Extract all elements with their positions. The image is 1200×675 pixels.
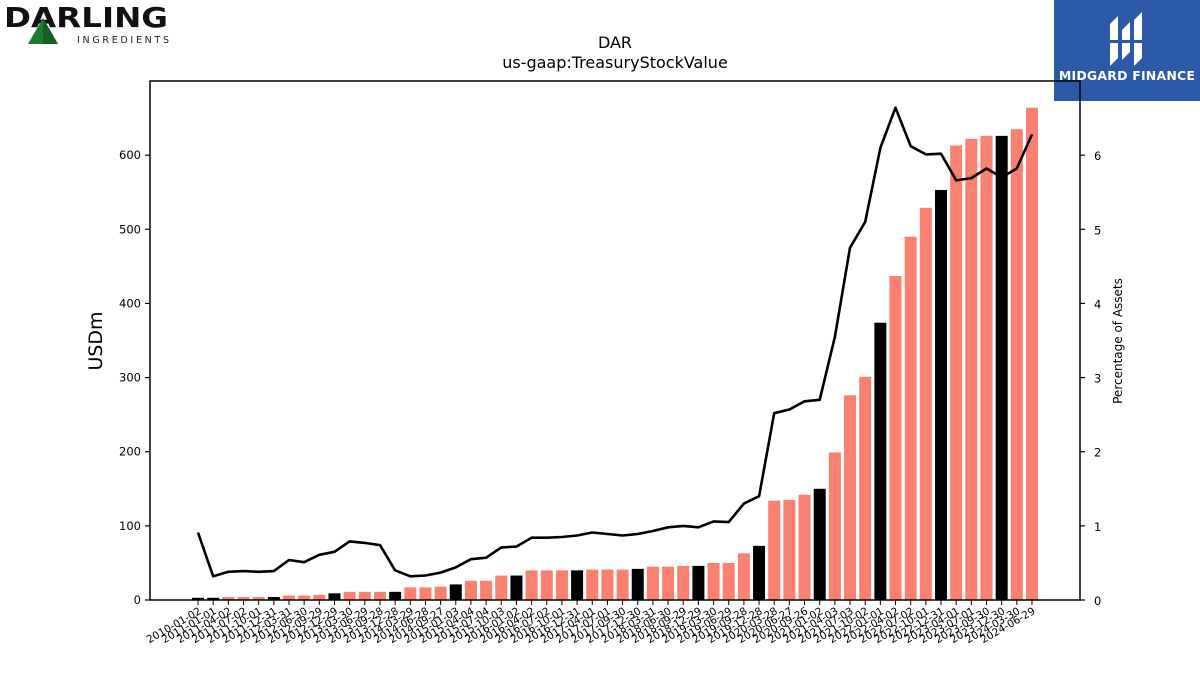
bar bbox=[828, 452, 841, 600]
bar bbox=[222, 597, 235, 600]
bar bbox=[707, 562, 720, 600]
y2-tick-label: 4 bbox=[1094, 297, 1101, 311]
bar bbox=[662, 566, 675, 600]
bar bbox=[692, 565, 705, 600]
bar bbox=[980, 135, 993, 600]
y-tick-label: 100 bbox=[119, 519, 141, 533]
bar bbox=[874, 322, 887, 600]
y-axis-label: USDm bbox=[85, 311, 107, 370]
bar bbox=[677, 565, 690, 600]
bar bbox=[328, 593, 341, 600]
bar bbox=[464, 580, 477, 600]
y2-tick-label: 0 bbox=[1094, 594, 1101, 608]
y2-tick-label: 5 bbox=[1094, 223, 1101, 237]
chart-title: DAR bbox=[598, 33, 632, 52]
y-tick-label: 600 bbox=[119, 148, 141, 162]
bar bbox=[783, 499, 796, 600]
bar bbox=[768, 500, 781, 600]
bar bbox=[495, 575, 508, 600]
midgard-finance-badge: MIDGARD FINANCE bbox=[1054, 0, 1200, 101]
y2-tick-label: 2 bbox=[1094, 446, 1101, 460]
midgard-logo-icon bbox=[1110, 12, 1142, 66]
bar bbox=[919, 207, 932, 600]
bar bbox=[298, 595, 311, 600]
bar bbox=[904, 236, 917, 600]
bar bbox=[358, 591, 371, 600]
bar bbox=[646, 566, 659, 600]
bar bbox=[737, 553, 750, 600]
bar bbox=[859, 376, 872, 600]
bar bbox=[373, 591, 386, 600]
y-tick-label: 300 bbox=[119, 371, 141, 385]
percentage-of-assets-line bbox=[196, 106, 1034, 578]
y-tick-label: 400 bbox=[119, 296, 141, 310]
y2-axis-label: Percentage of Assets bbox=[1111, 278, 1125, 404]
bar bbox=[389, 591, 402, 600]
bar bbox=[540, 570, 553, 600]
y-tick-label: 200 bbox=[119, 445, 141, 459]
bar bbox=[555, 570, 568, 600]
y2-tick-label: 3 bbox=[1094, 372, 1101, 386]
axes-layer: 010020030040050060001234562010-01-022011… bbox=[119, 80, 1101, 646]
y-tick-label: 500 bbox=[119, 222, 141, 236]
bar bbox=[282, 595, 295, 600]
bar bbox=[434, 586, 447, 600]
bar bbox=[722, 562, 735, 600]
bar bbox=[525, 570, 538, 600]
bar bbox=[965, 138, 978, 600]
bar bbox=[813, 488, 826, 600]
bar bbox=[449, 584, 462, 600]
bar bbox=[419, 587, 432, 600]
y2-tick-label: 1 bbox=[1094, 520, 1101, 534]
darling-ingredients-logo: DARLING INGREDIENTS bbox=[4, 1, 179, 48]
bar bbox=[252, 597, 265, 600]
brand-name: MIDGARD FINANCE bbox=[1058, 68, 1196, 83]
bar bbox=[631, 568, 644, 600]
bar bbox=[1010, 129, 1023, 600]
bars-layer bbox=[192, 107, 1038, 601]
bar bbox=[1026, 107, 1038, 600]
bar bbox=[935, 189, 948, 601]
bar bbox=[404, 587, 417, 600]
bar bbox=[995, 135, 1008, 600]
line-layer bbox=[196, 106, 1034, 578]
bar bbox=[313, 594, 326, 600]
bar bbox=[950, 145, 963, 601]
y2-tick-label: 6 bbox=[1094, 149, 1101, 163]
bar bbox=[510, 575, 523, 600]
bar bbox=[798, 494, 811, 600]
plot-frame bbox=[149, 80, 1081, 601]
bar bbox=[601, 569, 614, 600]
chart-subtitle: us-gaap:TreasuryStockValue bbox=[502, 53, 728, 72]
bar bbox=[889, 275, 902, 600]
logo-tagline: INGREDIENTS bbox=[77, 35, 169, 46]
bar bbox=[844, 395, 857, 600]
bar bbox=[586, 569, 599, 600]
bar bbox=[192, 597, 204, 600]
bar bbox=[571, 570, 584, 600]
bar bbox=[207, 597, 220, 600]
logo-wordmark: DARLING bbox=[4, 2, 168, 34]
bar bbox=[343, 591, 356, 600]
bar bbox=[753, 545, 766, 600]
bar bbox=[480, 580, 493, 600]
y-tick-label: 0 bbox=[134, 593, 141, 607]
bar bbox=[616, 569, 629, 600]
bar bbox=[267, 597, 280, 600]
bar bbox=[237, 597, 250, 600]
